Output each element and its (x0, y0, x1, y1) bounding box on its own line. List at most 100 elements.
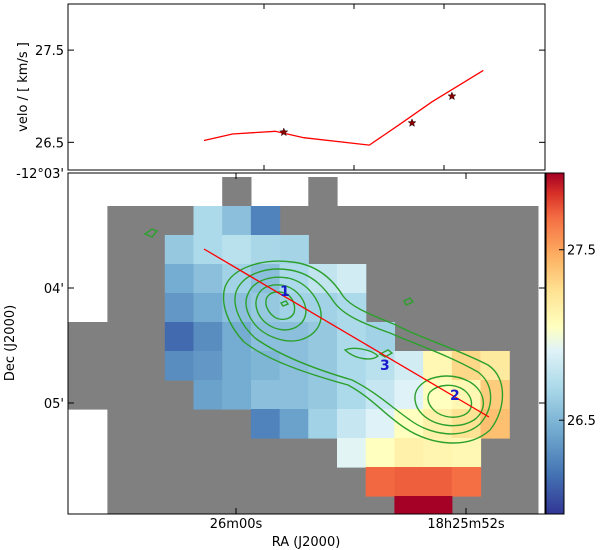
map-y-tick-label: 04' (44, 282, 64, 297)
map-nodata-cell (394, 235, 424, 265)
map-nodata-cell (222, 409, 252, 439)
map-value-cell (193, 235, 223, 265)
contour-7 (427, 384, 473, 418)
map-nodata-cell (509, 206, 539, 236)
map-value-cell (394, 380, 424, 410)
colorbar-gradient (545, 172, 565, 515)
map-nodata-cell (308, 235, 338, 265)
map-nodata-cell (480, 438, 510, 468)
contour-4 (255, 284, 307, 331)
colorbar-tick-label: 26.5 (567, 414, 596, 429)
map-nodata-cell (136, 322, 166, 352)
map-nodata-cell (164, 438, 195, 468)
map-nodata-cell (394, 264, 424, 294)
contour-3 (245, 276, 322, 342)
map-nodata-cell (509, 380, 539, 410)
map-nodata-cell (451, 235, 482, 265)
map-nodata-cell (308, 496, 338, 514)
map-nodata-cell (337, 496, 367, 514)
map-nodata-cell (222, 467, 252, 497)
velocity-series (203, 69, 484, 146)
map-nodata-cell (509, 351, 539, 381)
map-value-cell (423, 467, 453, 497)
map-nodata-cell (308, 438, 338, 468)
map-nodata-cell (451, 322, 482, 352)
map-nodata-cell (509, 496, 539, 514)
contour-8 (343, 347, 380, 360)
map-nodata-cell (136, 438, 166, 468)
map-nodata-cell (337, 235, 367, 265)
map-nodata-cell (136, 496, 166, 514)
map-nodata-cell (68, 322, 80, 352)
map-nodata-cell (423, 264, 453, 294)
map-nodata-cell (136, 409, 166, 439)
map-value-cell (337, 380, 367, 410)
velocity-star-marker (447, 91, 457, 101)
map-nodata-cell (365, 264, 395, 294)
map-nodata-cell (107, 438, 137, 468)
map-x-tick-label: 26m00s (210, 517, 263, 532)
map-value-cell (451, 467, 482, 497)
map-value-cell (222, 235, 252, 265)
map-value-cell (337, 351, 367, 381)
map-nodata-cell (509, 467, 539, 497)
map-value-cell (365, 409, 395, 439)
map-nodata-cell (250, 467, 281, 497)
map-nodata-cell (78, 351, 108, 381)
map-nodata-cell (509, 293, 539, 323)
map-y-tick-label: -12°03' (16, 167, 64, 182)
map-value-cell (423, 496, 453, 514)
map-value-cell (164, 235, 195, 265)
map-y-axis-label: Dec (J2000) (3, 305, 18, 381)
contour-outer (222, 260, 504, 444)
contour-island-3 (378, 349, 394, 358)
map-value-cell (308, 409, 338, 439)
map-cells (68, 177, 539, 514)
colorbar-tick-label: 27.5 (567, 244, 596, 259)
map-value-cell (308, 380, 338, 410)
map-nodata-cell (480, 235, 510, 265)
map-nodata-cell (107, 351, 137, 381)
map-value-cell (394, 438, 424, 468)
map-value-cell (164, 264, 195, 294)
map-value-cell (193, 351, 223, 381)
map-nodata-cell (365, 496, 395, 514)
map-nodata-cell (394, 293, 424, 323)
map-nodata-cell (107, 409, 137, 439)
map-value-cell (337, 438, 367, 468)
map-nodata-cell (509, 438, 539, 468)
map-nodata-cell (279, 206, 309, 236)
map-value-cell (250, 235, 281, 265)
map-value-cell (222, 206, 252, 236)
map-nodata-cell (68, 380, 80, 410)
position-marker-2: 2 (450, 388, 460, 404)
map-nodata-cell (480, 496, 510, 514)
map-nodata-cell (136, 264, 166, 294)
map-value-cell (337, 264, 367, 294)
map-nodata-cell (308, 467, 338, 497)
map-value-cell (250, 322, 281, 352)
map-nodata-cell (164, 380, 195, 410)
map-nodata-cell (222, 496, 252, 514)
contour-2 (234, 268, 492, 435)
map-nodata-cell (337, 467, 367, 497)
velocity-y-tick-label: 27.5 (35, 44, 64, 59)
map-nodata-cell (107, 206, 137, 236)
map-value-cell (394, 496, 424, 514)
map-value-cell (337, 293, 367, 323)
map-value-cell (164, 322, 195, 352)
map-nodata-cell (68, 351, 80, 381)
map-nodata-cell (365, 293, 395, 323)
map-nodata-cell (394, 206, 424, 236)
map-nodata-cell (480, 206, 510, 236)
contour-6 (414, 375, 484, 427)
map-nodata-cell (136, 206, 166, 236)
map-nodata-cell (164, 496, 195, 514)
contour-5 (265, 291, 296, 321)
map-value-cell (394, 467, 424, 497)
map-nodata-cell (279, 438, 309, 468)
map-nodata-cell (222, 438, 252, 468)
map-nodata-cell (451, 293, 482, 323)
map-value-cell (193, 293, 223, 323)
map-nodata-cell (509, 264, 539, 294)
